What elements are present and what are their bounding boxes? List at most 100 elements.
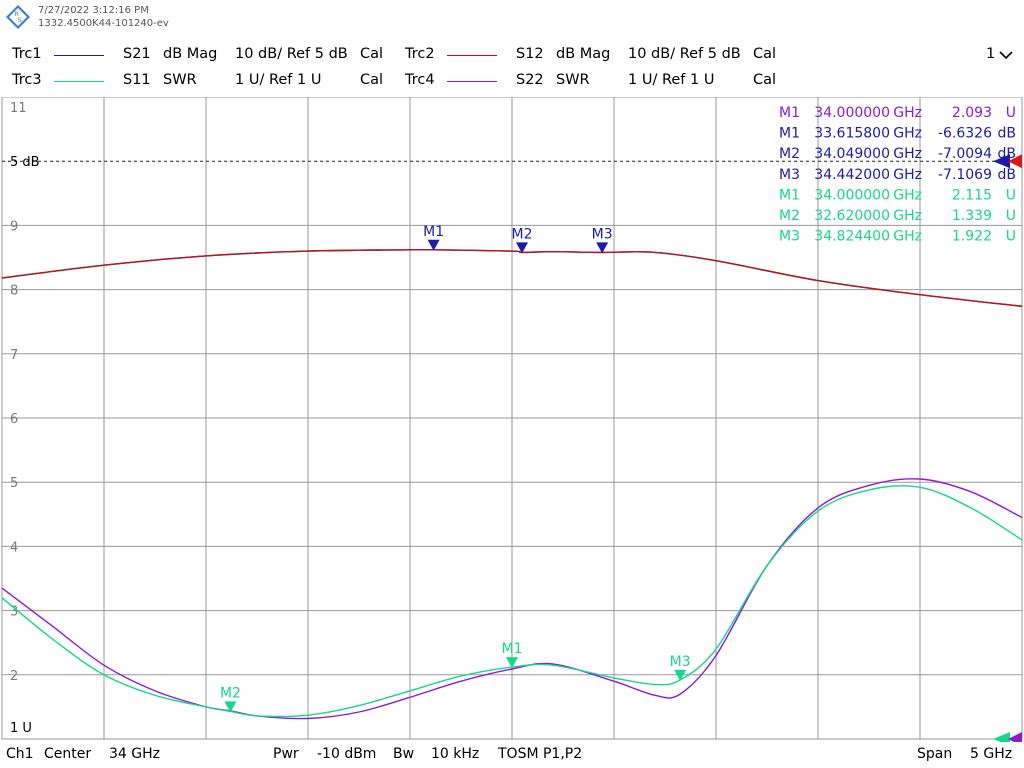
marker-triangle-icon bbox=[224, 701, 237, 713]
chevron-down-icon[interactable] bbox=[999, 51, 1013, 60]
marker-m3[interactable]: M3 bbox=[670, 654, 691, 681]
ref-arrow-s22-icon bbox=[1008, 732, 1022, 742]
marker-table-cell: GHz bbox=[893, 229, 922, 245]
y-tick-label: 3 bbox=[10, 605, 18, 620]
marker-label: M2 bbox=[220, 685, 241, 701]
rohde-schwarz-logo-icon: R S bbox=[6, 5, 30, 29]
marker-triangle-icon bbox=[515, 242, 528, 254]
device-id: 1332.4500K44-101240-ev bbox=[38, 18, 169, 29]
trace-cal-trc3[interactable]: Cal bbox=[360, 72, 384, 88]
marker-table-cell: 34.824400 bbox=[814, 229, 890, 245]
trace-scale-trc1[interactable]: 10 dB/ Ref 5 dB bbox=[235, 46, 348, 62]
trace-color-trc3 bbox=[54, 81, 104, 82]
measurement-diagram[interactable]: 11 5 dB 9 8 7 6 5 4 3 2 1 U M1 M2 M3 M1 M2 M3 M1 34.0000… bbox=[0, 97, 1024, 742]
marker-table-cell: U bbox=[1006, 105, 1016, 121]
marker-table-cell: GHz bbox=[893, 208, 922, 224]
y-tick-label: 5 dB bbox=[10, 155, 40, 170]
span-label: Span bbox=[917, 746, 953, 762]
trace-format-trc1[interactable]: dB Mag bbox=[163, 46, 218, 62]
marker-table-cell: 34.442000 bbox=[814, 167, 890, 183]
marker-m2[interactable]: M2 bbox=[220, 685, 241, 713]
pwr-value[interactable]: -10 dBm bbox=[317, 746, 377, 762]
trace-cal-trc4[interactable]: Cal bbox=[753, 72, 777, 88]
trace-color-trc4 bbox=[447, 81, 497, 82]
trace-color-trc1 bbox=[54, 55, 104, 56]
marker-table-cell: -6.6326 bbox=[938, 126, 992, 142]
trace-param-trc3[interactable]: S11 bbox=[123, 72, 151, 88]
y-tick-label: 11 bbox=[10, 101, 27, 116]
marker-table-cell: M2 bbox=[779, 146, 800, 162]
marker-table-cell: M2 bbox=[779, 208, 800, 224]
marker-table-cell: 1.922 bbox=[952, 229, 992, 245]
channel-selector[interactable]: 1 bbox=[986, 46, 996, 62]
marker-table-cell: 34.049000 bbox=[814, 146, 890, 162]
marker-table-cell: GHz bbox=[893, 167, 922, 183]
center-value[interactable]: 34 GHz bbox=[109, 746, 160, 762]
marker-table-cell: GHz bbox=[893, 126, 922, 142]
center-label: Center bbox=[44, 746, 92, 762]
marker-label: M3 bbox=[670, 654, 691, 670]
trace-scale-trc4[interactable]: 1 U/ Ref 1 U bbox=[628, 72, 715, 88]
traces bbox=[1, 248, 1023, 720]
marker-triangle-icon bbox=[427, 239, 440, 251]
pwr-label: Pwr bbox=[273, 746, 299, 762]
trace-trc2 bbox=[1, 248, 1023, 307]
y-tick-label: 6 bbox=[10, 412, 18, 427]
trace-name-trc3[interactable]: Trc3 bbox=[12, 72, 42, 88]
marker-table-row: M1 34.000000 GHz 2.093 U bbox=[779, 105, 1016, 121]
trace-name-trc2[interactable]: Trc2 bbox=[405, 46, 435, 62]
marker-table-cell: GHz bbox=[893, 187, 922, 203]
trace-format-trc3[interactable]: SWR bbox=[163, 72, 197, 88]
marker-triangle-icon bbox=[596, 242, 609, 254]
trace-name-trc4[interactable]: Trc4 bbox=[405, 72, 435, 88]
span-value[interactable]: 5 GHz bbox=[970, 746, 1013, 762]
trace-param-trc2[interactable]: S12 bbox=[516, 46, 544, 62]
trace-cal-trc2[interactable]: Cal bbox=[753, 46, 777, 62]
marker-table-cell: -7.1069 bbox=[938, 167, 992, 183]
trace-header: R S 7/27/2022 3:12:16 PM 1332.4500K44-10… bbox=[0, 0, 1024, 97]
marker-table-cell: U bbox=[1006, 187, 1016, 203]
marker-table-cell: dB bbox=[998, 126, 1017, 142]
marker-table-row: M1 34.000000 GHz 2.115 U bbox=[779, 187, 1016, 203]
marker-table-row: M1 33.615800 GHz -6.6326 dB bbox=[779, 126, 1016, 142]
marker-table-cell: M1 bbox=[779, 126, 800, 142]
marker-table-cell: -7.0094 bbox=[938, 146, 992, 162]
ref-arrow-s21-icon bbox=[993, 154, 1010, 169]
marker-table-cell: M3 bbox=[779, 229, 800, 245]
marker-table-cell: M1 bbox=[779, 187, 800, 203]
marker-m1[interactable]: M1 bbox=[502, 641, 523, 669]
marker-label: M1 bbox=[502, 641, 523, 657]
trace-scale-trc3[interactable]: 1 U/ Ref 1 U bbox=[235, 72, 322, 88]
trace-format-trc2[interactable]: dB Mag bbox=[556, 46, 611, 62]
marker-table-cell: 34.000000 bbox=[814, 187, 890, 203]
marker-table-cell: 34.000000 bbox=[814, 105, 890, 121]
marker-table-cell: M3 bbox=[779, 167, 800, 183]
trace-color-trc2 bbox=[447, 55, 497, 56]
cal-type: TOSM P1,P2 bbox=[498, 746, 583, 762]
marker-m3[interactable]: M3 bbox=[592, 226, 613, 254]
status-footer: Ch1 Center 34 GHz Pwr -10 dBm Bw 10 kHz … bbox=[0, 742, 1024, 768]
marker-m2[interactable]: M2 bbox=[511, 226, 532, 254]
svg-text:R: R bbox=[15, 11, 19, 18]
marker-table-cell: 1.339 bbox=[952, 208, 992, 224]
marker-table-row: M3 34.442000 GHz -7.1069 dB bbox=[779, 167, 1016, 183]
marker-label: M2 bbox=[511, 226, 532, 242]
marker-table-cell: dB bbox=[998, 167, 1017, 183]
bw-value[interactable]: 10 kHz bbox=[431, 746, 480, 762]
trace-cal-trc1[interactable]: Cal bbox=[360, 46, 384, 62]
marker-m1[interactable]: M1 bbox=[423, 224, 444, 251]
trace-param-trc4[interactable]: S22 bbox=[516, 72, 544, 88]
trace-format-trc4[interactable]: SWR bbox=[556, 72, 590, 88]
grid bbox=[1, 97, 1023, 740]
channel-label[interactable]: Ch1 bbox=[6, 746, 34, 762]
marker-table-row: M3 34.824400 GHz 1.922 U bbox=[779, 229, 1016, 245]
svg-text:S: S bbox=[18, 17, 22, 24]
trace-param-trc1[interactable]: S21 bbox=[123, 46, 151, 62]
trace-name-trc1[interactable]: Trc1 bbox=[12, 46, 42, 62]
y-tick-labels: 11 5 dB 9 8 7 6 5 4 3 2 1 U bbox=[10, 101, 40, 736]
trace-scale-trc2[interactable]: 10 dB/ Ref 5 dB bbox=[628, 46, 741, 62]
edge-indicators bbox=[993, 154, 1022, 742]
ref-arrow-s12-icon bbox=[1008, 154, 1022, 169]
markers[interactable]: M1 M2 M3 M1 M2 M3 bbox=[220, 224, 691, 713]
marker-table-cell: M1 bbox=[779, 105, 800, 121]
